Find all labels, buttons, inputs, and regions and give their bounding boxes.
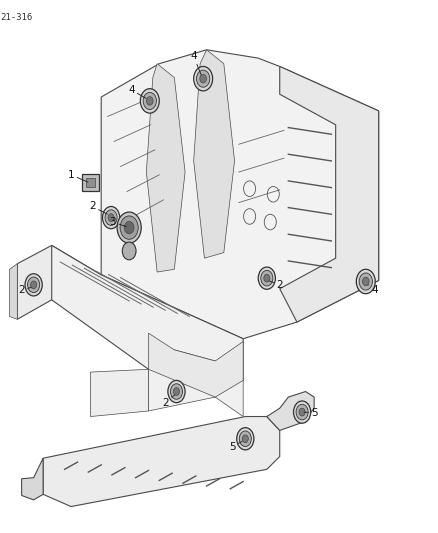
Circle shape [120, 216, 138, 239]
Circle shape [295, 405, 307, 420]
Circle shape [102, 206, 120, 229]
Text: 5: 5 [304, 408, 317, 418]
Circle shape [167, 381, 185, 402]
Circle shape [170, 384, 182, 399]
Polygon shape [279, 67, 378, 322]
Circle shape [362, 277, 368, 286]
Circle shape [293, 401, 310, 423]
Circle shape [122, 242, 136, 260]
Circle shape [146, 96, 153, 105]
Circle shape [199, 75, 206, 83]
Polygon shape [21, 458, 43, 500]
Text: 3: 3 [109, 217, 126, 227]
Circle shape [258, 267, 275, 289]
Polygon shape [10, 264, 17, 319]
Circle shape [28, 277, 39, 293]
Circle shape [25, 274, 42, 296]
Circle shape [298, 408, 304, 416]
Text: 2: 2 [18, 285, 31, 295]
Polygon shape [148, 333, 243, 397]
Polygon shape [43, 416, 279, 506]
Circle shape [358, 273, 371, 290]
Text: 2: 2 [89, 201, 107, 214]
Circle shape [260, 270, 272, 286]
Circle shape [124, 221, 134, 234]
Polygon shape [17, 245, 101, 319]
Text: 4: 4 [128, 85, 146, 99]
Circle shape [117, 212, 141, 243]
Text: 2: 2 [269, 280, 283, 290]
Circle shape [239, 431, 251, 447]
Polygon shape [148, 350, 243, 416]
Polygon shape [52, 245, 243, 397]
Circle shape [263, 274, 269, 282]
Circle shape [173, 387, 179, 395]
Circle shape [105, 210, 117, 225]
Polygon shape [146, 63, 185, 272]
FancyBboxPatch shape [82, 174, 99, 191]
Circle shape [196, 70, 209, 87]
Circle shape [193, 67, 212, 91]
Circle shape [236, 427, 253, 450]
Text: 21-316: 21-316 [0, 13, 32, 22]
Circle shape [140, 88, 159, 113]
Text: 1: 1 [67, 170, 88, 182]
Polygon shape [101, 50, 378, 339]
Polygon shape [193, 50, 234, 258]
FancyBboxPatch shape [85, 179, 95, 187]
Polygon shape [90, 369, 148, 416]
Polygon shape [266, 392, 314, 431]
Circle shape [242, 435, 248, 442]
Text: 4: 4 [367, 285, 377, 295]
Circle shape [31, 281, 37, 289]
Circle shape [108, 214, 114, 222]
Circle shape [143, 92, 156, 109]
Text: 2: 2 [162, 395, 174, 408]
Text: 5: 5 [229, 441, 241, 452]
Circle shape [356, 269, 374, 294]
Text: 4: 4 [190, 52, 201, 75]
